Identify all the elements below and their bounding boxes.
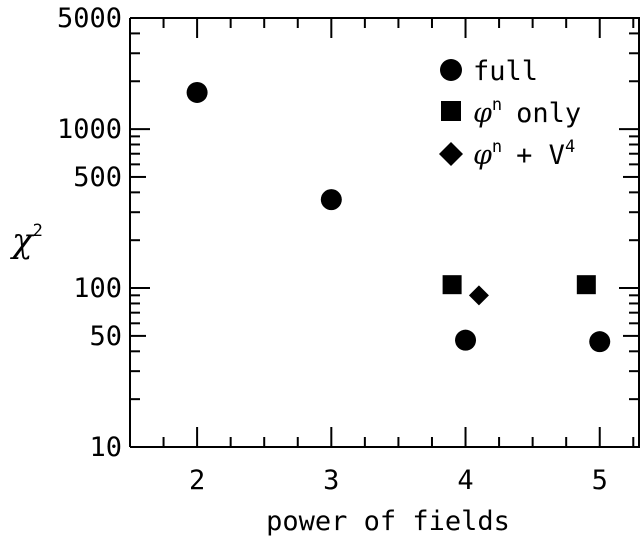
data-points bbox=[186, 81, 611, 353]
legend-marker-square bbox=[441, 101, 461, 121]
y-tick-label: 5000 bbox=[57, 3, 122, 34]
legend: full φn only φn + V4 bbox=[439, 56, 581, 171]
legend-marker-circle bbox=[440, 59, 462, 81]
data-point-circle bbox=[186, 81, 208, 103]
data-point-circle bbox=[589, 331, 611, 353]
axes bbox=[129, 17, 640, 448]
x-tick-label: 4 bbox=[457, 465, 473, 496]
x-tick-label: 5 bbox=[592, 465, 608, 496]
x-tick-label: 2 bbox=[189, 465, 205, 496]
legend-phi-symbol: φ bbox=[473, 98, 492, 129]
tick-labels: 10 50 100 500 1000 5000 2 3 4 5 bbox=[57, 3, 608, 496]
y-tick-label: 1000 bbox=[57, 114, 122, 145]
legend-item-phi-n-only: φn only bbox=[441, 95, 581, 129]
y-tick-label: 10 bbox=[89, 432, 122, 463]
y-axis-title: χ2 bbox=[10, 221, 43, 261]
data-point-circle bbox=[455, 329, 477, 351]
legend-phi-exponent: n bbox=[492, 137, 502, 157]
legend-marker-diamond bbox=[439, 142, 463, 166]
legend-label-phi-n-plus-v4: φn + V4 bbox=[473, 137, 575, 171]
data-point-circle bbox=[320, 189, 342, 211]
x-axis-title: power of fields bbox=[266, 506, 510, 537]
legend-phi-symbol: φ bbox=[473, 140, 492, 171]
y-tick-label: 100 bbox=[73, 273, 122, 304]
data-point-square bbox=[442, 275, 462, 295]
legend-suffix-exponent: 4 bbox=[565, 137, 575, 157]
y-axis-exponent: 2 bbox=[33, 221, 43, 241]
y-tick-label: 500 bbox=[73, 162, 122, 193]
legend-suffix: + V bbox=[516, 140, 565, 171]
legend-label-full: full bbox=[473, 56, 538, 87]
legend-suffix: only bbox=[516, 98, 581, 129]
legend-label-phi-n-only: φn only bbox=[473, 95, 581, 129]
legend-phi-exponent: n bbox=[492, 95, 502, 115]
y-axis-symbol: χ bbox=[10, 221, 35, 261]
legend-item-full: full bbox=[440, 56, 538, 87]
tick-marks bbox=[129, 17, 639, 448]
data-point-square bbox=[576, 275, 596, 295]
y-tick-label: 50 bbox=[89, 321, 122, 352]
legend-item-phi-n-plus-v4: φn + V4 bbox=[439, 137, 575, 171]
data-point-diamond bbox=[468, 285, 489, 306]
x-tick-label: 3 bbox=[323, 465, 339, 496]
